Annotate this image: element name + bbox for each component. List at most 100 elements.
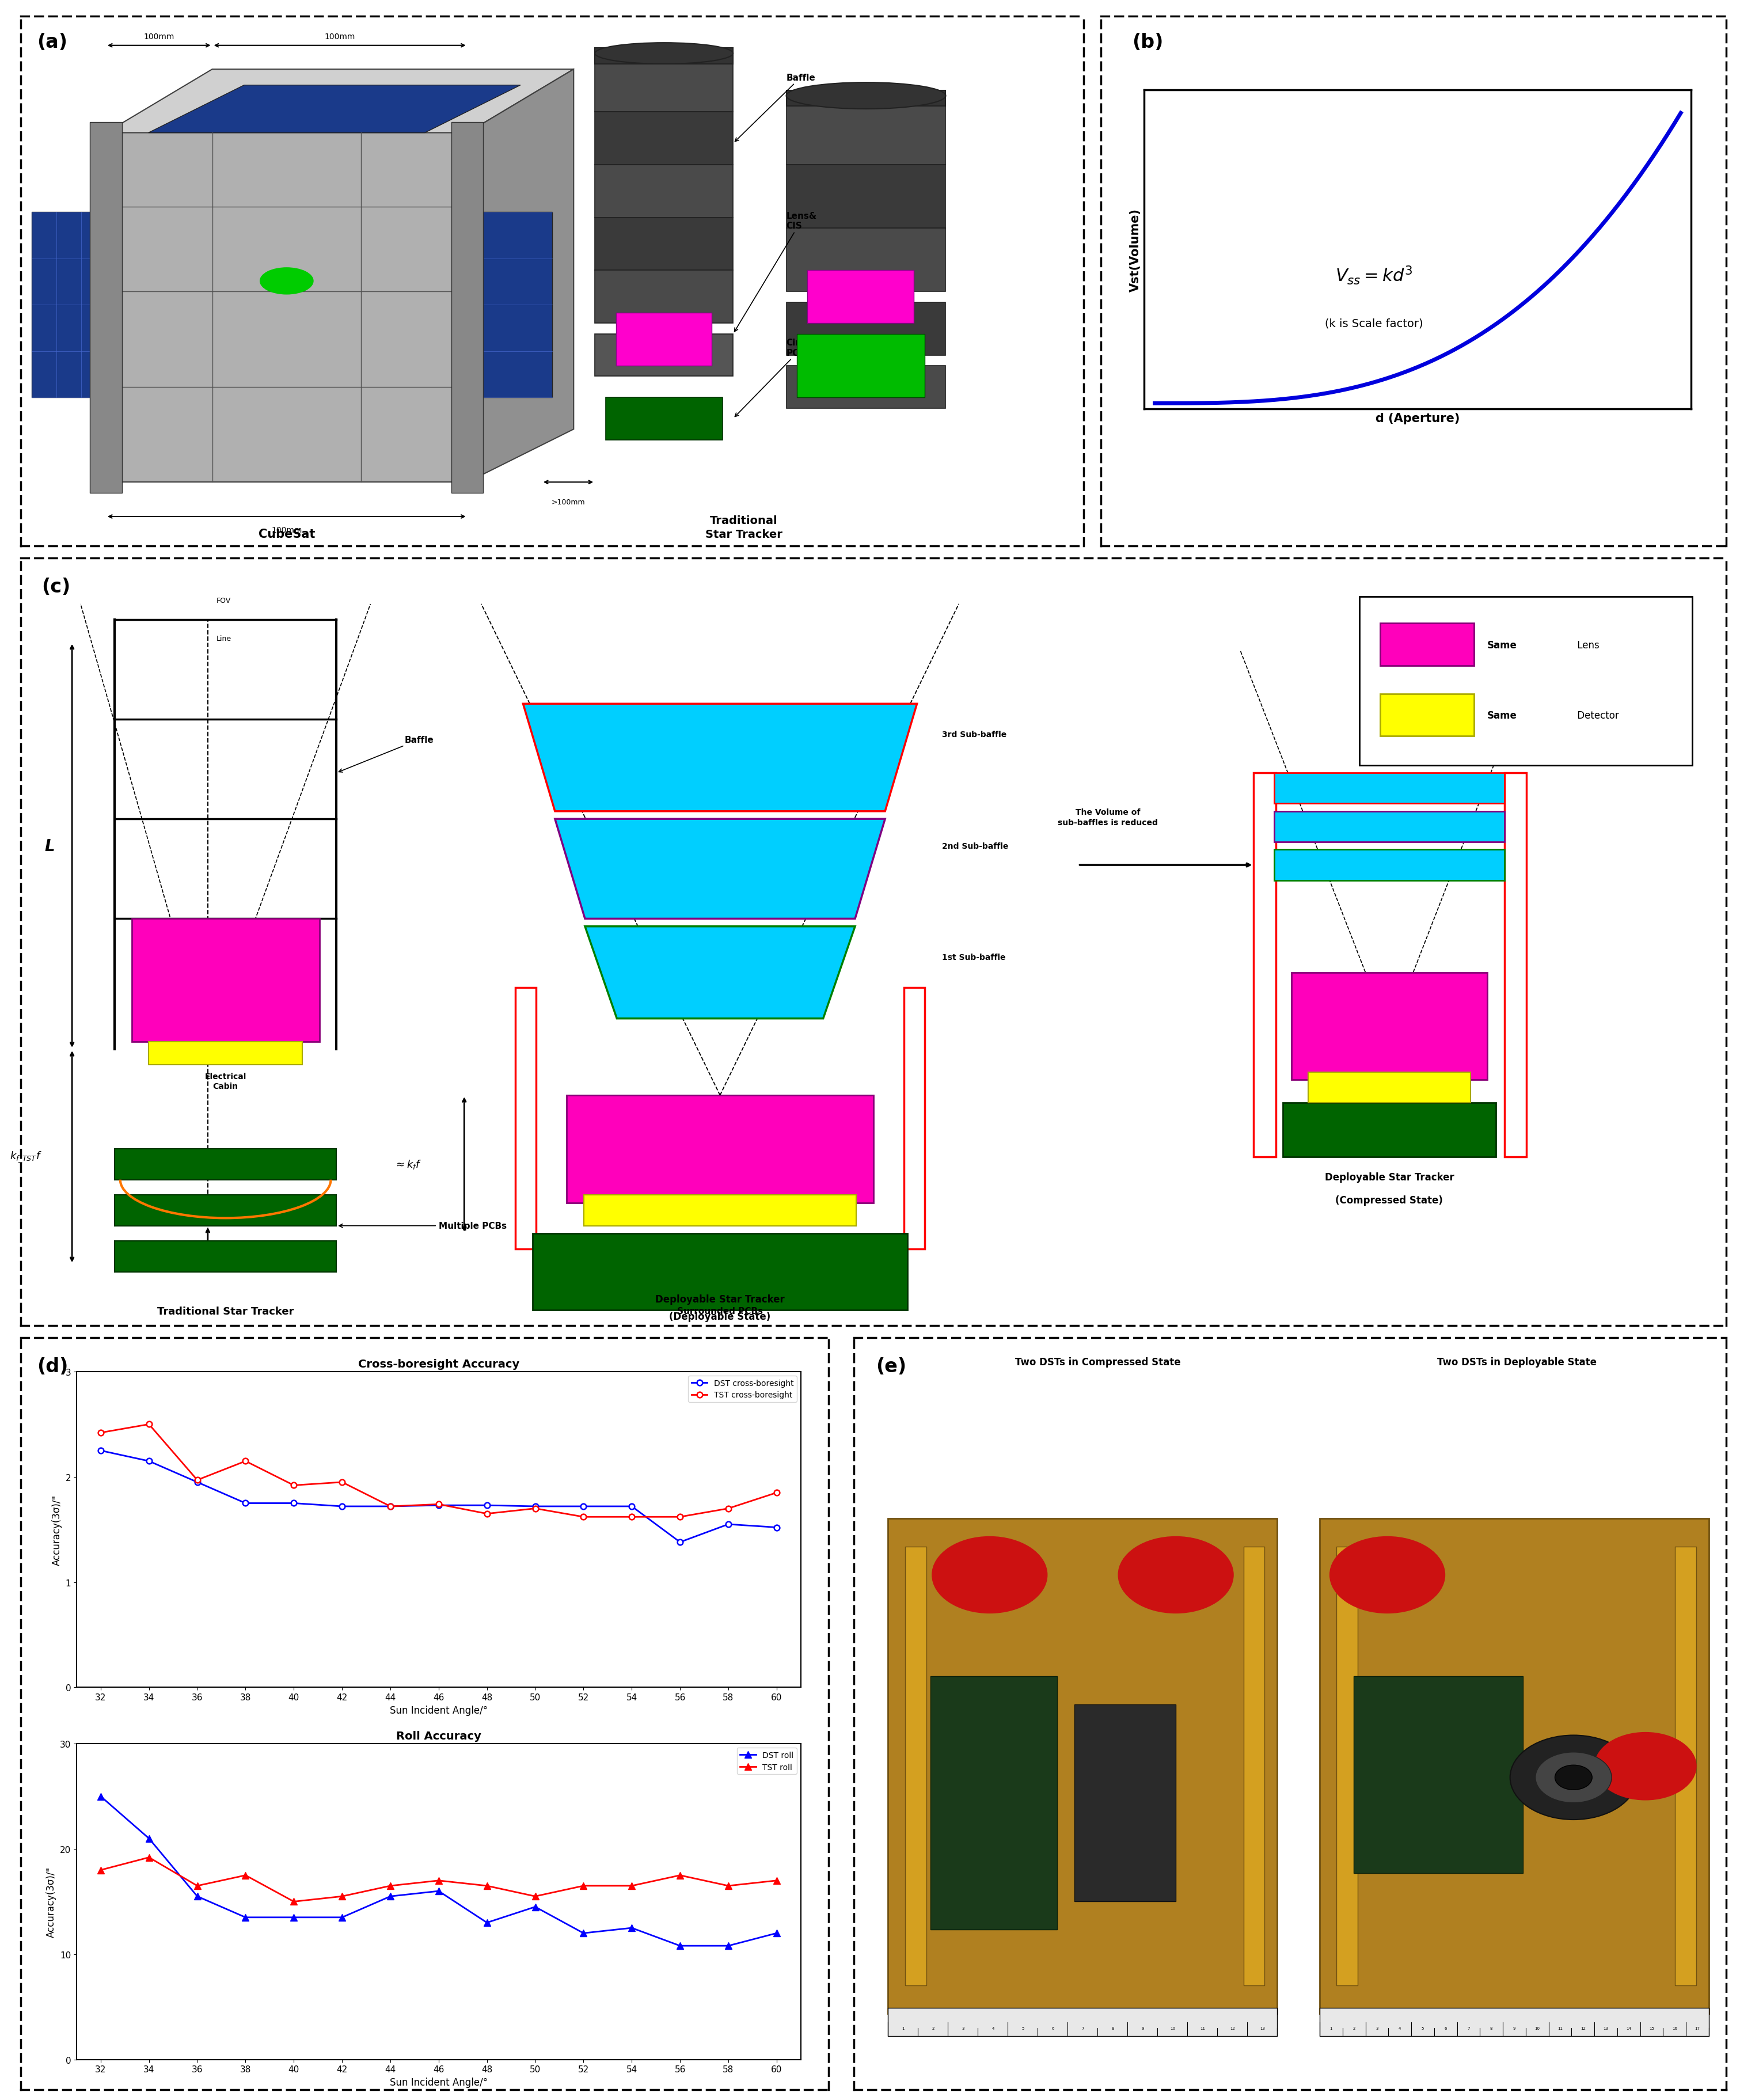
Text: (d): (d) [37, 1357, 68, 1376]
Text: Deployable Star Tracker: Deployable Star Tracker [656, 1294, 785, 1304]
Polygon shape [585, 926, 854, 1018]
Text: The Volume of
sub-baffles is reduced: The Volume of sub-baffles is reduced [1058, 808, 1159, 827]
Bar [478, 212, 552, 397]
Text: 12: 12 [1230, 2026, 1235, 2029]
Line: DST roll: DST roll [97, 1793, 780, 1949]
DST roll [719, 1934, 740, 1959]
Bar [786, 365, 947, 407]
Text: 100mm: 100mm [324, 34, 355, 40]
TST roll [90, 1859, 111, 1884]
TST cross-boresight [186, 1468, 207, 1493]
Ellipse shape [786, 84, 947, 109]
Bar [1359, 596, 1691, 766]
Bar [595, 271, 733, 323]
TST cross-boresight [766, 1480, 786, 1506]
Bar [595, 111, 733, 166]
DST cross-boresight [719, 1512, 740, 1537]
Text: 6: 6 [1444, 2026, 1448, 2029]
Polygon shape [106, 69, 574, 132]
Text: 12: 12 [1580, 2026, 1585, 2029]
Text: (b): (b) [1133, 34, 1164, 53]
Text: 1: 1 [1329, 2026, 1333, 2029]
Text: Traditional
Star Tracker: Traditional Star Tracker [705, 514, 783, 540]
Text: 10: 10 [1169, 2026, 1174, 2029]
Text: 8: 8 [1489, 2026, 1493, 2029]
Bar [786, 302, 947, 355]
Bar [887, 2008, 1277, 2037]
Text: 5: 5 [1422, 2026, 1423, 2029]
TST roll [719, 1873, 740, 1898]
Bar [797, 334, 924, 397]
DST roll [766, 1922, 786, 1947]
Text: 4: 4 [1399, 2026, 1401, 2029]
Text: Detector: Detector [1575, 710, 1620, 720]
Circle shape [1510, 1735, 1637, 1821]
TST roll [766, 1869, 786, 1894]
Bar [451, 122, 484, 494]
Y-axis label: Accuracy(3σ)/": Accuracy(3σ)/" [47, 1867, 57, 1936]
Text: 11: 11 [1201, 2026, 1206, 2029]
Bar [1282, 1102, 1496, 1157]
Bar [132, 920, 320, 1042]
Bar [532, 1233, 908, 1310]
Text: 15: 15 [1650, 2026, 1655, 2029]
Bar [1244, 1548, 1265, 1987]
DST roll [139, 1825, 160, 1850]
Text: (e): (e) [875, 1357, 907, 1376]
Text: 8: 8 [1112, 2026, 1114, 2029]
Text: 2: 2 [931, 2026, 934, 2029]
DST roll [621, 1915, 642, 1940]
Text: $k_{f\_TST}f$: $k_{f\_TST}f$ [10, 1151, 42, 1163]
TST roll [477, 1873, 498, 1898]
DST roll [379, 1884, 400, 1909]
DST cross-boresight [670, 1529, 691, 1554]
Text: 14: 14 [1627, 2026, 1632, 2029]
DST cross-boresight [332, 1493, 353, 1518]
Text: Lens: Lens [1575, 640, 1599, 651]
Text: $V_{ss} = kd^3$: $V_{ss} = kd^3$ [1335, 265, 1413, 286]
Text: Baffle: Baffle [734, 74, 816, 143]
Text: Multiple PCBs: Multiple PCBs [339, 1222, 506, 1231]
Bar [1274, 811, 1505, 842]
Y-axis label: Accuracy(3σ)/": Accuracy(3σ)/" [52, 1495, 63, 1564]
Bar [606, 397, 722, 441]
DST roll [90, 1783, 111, 1808]
Text: L: L [45, 838, 56, 855]
Text: >100mm: >100mm [552, 498, 585, 506]
Title: Cross-boresight Accuracy: Cross-boresight Accuracy [358, 1359, 519, 1369]
DST roll [477, 1911, 498, 1936]
Text: (a): (a) [37, 34, 68, 53]
TST roll [186, 1873, 207, 1898]
Polygon shape [555, 819, 886, 920]
DST cross-boresight [235, 1491, 256, 1516]
Text: 9: 9 [1514, 2026, 1516, 2029]
X-axis label: Sun Incident Angle/°: Sun Incident Angle/° [390, 1705, 487, 1716]
Bar [148, 1042, 303, 1065]
Text: 16: 16 [1672, 2026, 1677, 2029]
Bar [1354, 1676, 1522, 1873]
Bar [595, 218, 733, 271]
Text: CubeSat: CubeSat [258, 529, 315, 540]
Bar [1308, 1073, 1470, 1102]
Bar [616, 313, 712, 365]
Bar [786, 229, 947, 292]
TST roll [332, 1884, 353, 1909]
DST roll [428, 1880, 449, 1905]
TST cross-boresight [90, 1420, 111, 1445]
TST roll [525, 1884, 546, 1909]
TST cross-boresight [139, 1411, 160, 1436]
TST cross-boresight [332, 1470, 353, 1495]
Bar [1255, 773, 1275, 1157]
Bar [786, 90, 947, 107]
TST cross-boresight [525, 1495, 546, 1520]
Legend: DST cross-boresight, TST cross-boresight: DST cross-boresight, TST cross-boresight [687, 1376, 797, 1403]
Text: 100mm: 100mm [271, 525, 303, 533]
DST cross-boresight [139, 1449, 160, 1474]
Text: 100mm: 100mm [144, 34, 174, 40]
Bar [567, 1096, 873, 1203]
Bar [786, 101, 947, 166]
Text: Line: Line [216, 634, 231, 643]
Bar [595, 334, 733, 376]
Text: 11: 11 [1557, 2026, 1563, 2029]
DST cross-boresight [379, 1493, 400, 1518]
